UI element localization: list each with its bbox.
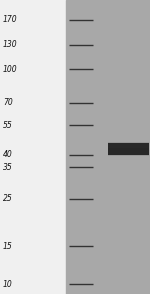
Text: 35: 35 (3, 163, 13, 172)
Bar (0, 0, 66, 294)
Text: 55: 55 (3, 121, 13, 130)
Text: 10: 10 (3, 280, 13, 289)
Text: 130: 130 (3, 40, 18, 49)
Bar (66, 0, 150, 294)
Text: 15: 15 (3, 242, 13, 251)
Text: 40: 40 (3, 150, 13, 159)
Text: 25: 25 (3, 194, 13, 203)
Text: 100: 100 (3, 65, 18, 74)
Text: 70: 70 (3, 98, 13, 107)
Text: 170: 170 (3, 15, 18, 24)
